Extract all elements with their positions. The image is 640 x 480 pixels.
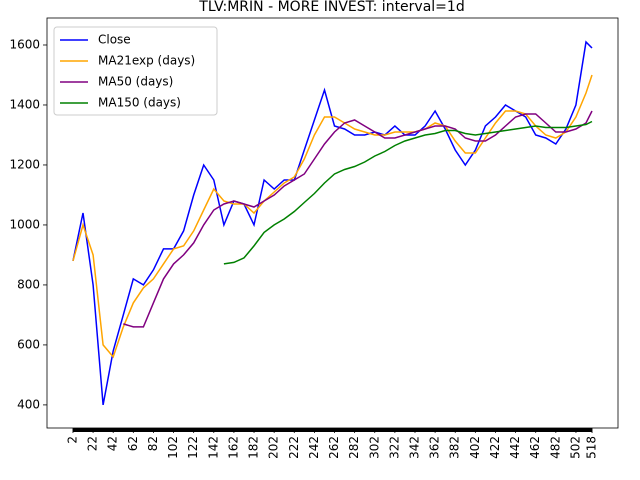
x-tick-label: 102	[166, 436, 180, 459]
x-tick-label: 42	[106, 436, 120, 451]
y-tick-label: 1400	[9, 97, 40, 111]
x-tick-label: 422	[488, 436, 502, 459]
x-tick-label: 518	[585, 436, 599, 459]
series-line	[72, 40, 593, 406]
x-tick-label: 262	[327, 436, 341, 459]
x-tick-label: 382	[448, 436, 462, 459]
y-tick-label: 1200	[9, 157, 40, 171]
y-tick-label: 1000	[9, 217, 40, 231]
y-tick-label: 600	[17, 337, 40, 351]
y-tick-label: 400	[17, 397, 40, 411]
legend-label: MA50 (days)	[98, 75, 173, 89]
x-tick-label: 442	[508, 436, 522, 459]
plot-frame	[46, 17, 619, 429]
series-line	[123, 110, 593, 328]
x-tick-label: 242	[307, 436, 321, 459]
x-tick-label: 62	[126, 436, 140, 451]
x-tick-label: 502	[568, 436, 582, 459]
x-tick-label: 2	[65, 436, 79, 444]
series-line	[72, 74, 593, 359]
x-tick-label: 302	[367, 436, 381, 459]
y-tick-label: 1600	[9, 37, 40, 51]
x-tick-label: 22	[86, 436, 100, 451]
x-tick-label: 282	[347, 436, 361, 459]
x-tick-label: 142	[206, 436, 220, 459]
x-tick-label: 122	[186, 436, 200, 459]
series-line	[223, 120, 593, 265]
x-tick-label: 182	[247, 436, 261, 459]
legend-box	[53, 26, 218, 116]
x-tick-label: 322	[387, 436, 401, 459]
minor-ticks	[72, 428, 593, 432]
legend-label: MA21exp (days)	[98, 54, 195, 68]
x-tick-label: 222	[287, 436, 301, 459]
legend-label: MA150 (days)	[98, 96, 181, 110]
x-tick-label: 362	[428, 436, 442, 459]
chart-title: TLV:MRIN - MORE INVEST: interval=1d	[198, 0, 464, 15]
x-tick-label: 402	[468, 436, 482, 459]
y-tick-label: 800	[17, 277, 40, 291]
x-tick-label: 462	[528, 436, 542, 459]
legend-label: Close	[98, 33, 131, 47]
x-tick-label: 162	[226, 436, 240, 459]
x-tick-label: 202	[267, 436, 281, 459]
x-tick-label: 482	[548, 436, 562, 459]
x-tick-label: 342	[407, 436, 421, 459]
x-tick-label: 82	[146, 436, 160, 451]
